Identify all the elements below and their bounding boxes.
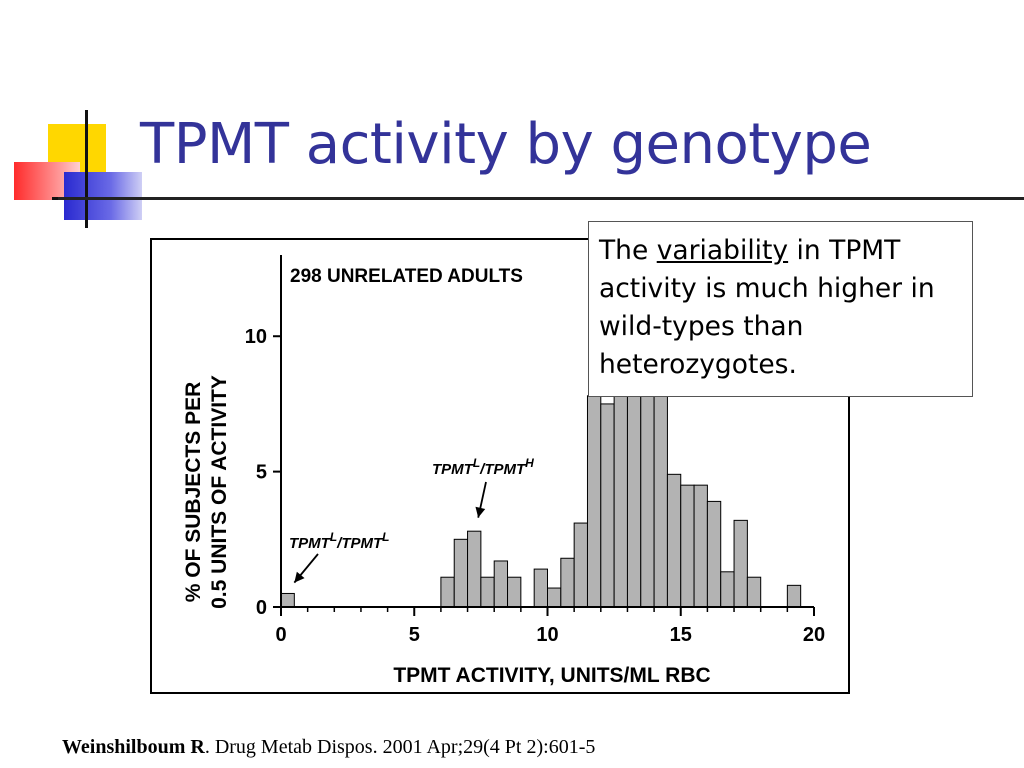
- deco-vertical-rule: [85, 110, 88, 228]
- histogram-bar: [480, 576, 495, 608]
- x-tick-label: 20: [803, 624, 825, 646]
- citation: Weinshilboum R. Drug Metab Dispos. 2001 …: [62, 736, 595, 759]
- title-underline: [58, 197, 1024, 200]
- y-tick-label: 5: [256, 462, 267, 484]
- histogram-bar: [653, 389, 668, 608]
- histogram-svg: 298 UNRELATED ADULTS 0 5 10 0 5 10 15 20 TPMTL/…: [182, 255, 825, 687]
- histogram-bar: [453, 538, 469, 608]
- histogram-bar: [706, 500, 722, 608]
- callout-text-before: The: [599, 235, 657, 266]
- histogram-bar: [640, 389, 655, 608]
- x-tick-label: 10: [536, 624, 558, 646]
- histogram-bar: [746, 576, 762, 608]
- y-tick-label: 0: [256, 597, 267, 619]
- histogram-bar: [533, 568, 548, 608]
- histogram-bar: [720, 571, 735, 608]
- citation-details: . Drug Metab Dispos. 2001 Apr;29(4 Pt 2)…: [204, 736, 596, 758]
- histogram-bar: [547, 587, 562, 608]
- callout-box: The variability in TPMT activity is much…: [588, 221, 973, 397]
- histogram-bar: [733, 519, 748, 608]
- slide-title: TPMT activity by genotype: [140, 112, 872, 177]
- histogram-bar: [693, 484, 708, 608]
- histogram-bar: [626, 389, 642, 608]
- histogram-bar: [440, 576, 455, 608]
- x-tick-label: 0: [275, 624, 286, 646]
- histogram-bar: [507, 576, 522, 608]
- axes-group: 0 5 10 0 5 10 15 20: [245, 255, 825, 646]
- callout-text-after: in TPMT activity is much higher in wild-…: [599, 235, 935, 380]
- histogram-bar: [493, 560, 509, 608]
- x-tick-label: 5: [409, 624, 420, 646]
- x-tick-label: 15: [670, 624, 692, 646]
- histogram-bar: [280, 592, 295, 608]
- histogram-bar: [586, 395, 602, 608]
- y-axis-label-line2: 0.5 UNITS OF ACTIVITY: [208, 375, 231, 609]
- histogram-bar: [560, 557, 575, 608]
- deco-blue-square: [64, 172, 142, 220]
- annotations-group: TPMTL/TPMTL TPMTL/TPMTH: [289, 456, 534, 584]
- histogram-bar: [680, 484, 695, 608]
- histogram-bar: [613, 389, 628, 608]
- annotation-label: TPMTL/TPMTL: [289, 530, 390, 552]
- citation-author: Weinshilboum R: [62, 736, 205, 758]
- histogram-bar: [666, 473, 682, 608]
- histogram-bar: [573, 522, 588, 608]
- x-axis-label: TPMT ACTIVITY, UNITS/ML RBC: [393, 664, 710, 687]
- annotation-arrowhead: [294, 571, 305, 583]
- histogram-bar: [467, 530, 482, 608]
- callout-emphasis: variability: [656, 235, 789, 266]
- chart-title: 298 UNRELATED ADULTS: [290, 266, 523, 287]
- annotation-arrowhead: [475, 506, 486, 518]
- y-axis-label-line1: % OF SUBJECTS PER: [182, 382, 205, 603]
- histogram-bar: [600, 403, 615, 608]
- bars-group: [280, 389, 802, 608]
- histogram-bar: [786, 584, 802, 608]
- annotation-label: TPMTL/TPMTH: [432, 456, 534, 478]
- y-tick-label: 10: [245, 326, 267, 348]
